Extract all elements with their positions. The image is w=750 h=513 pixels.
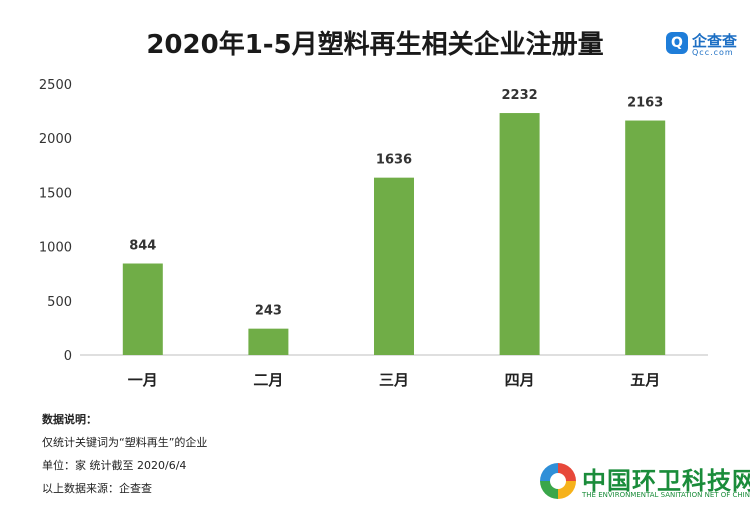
y-tick-label: 1000 — [39, 241, 72, 256]
y-tick-label: 2000 — [39, 132, 72, 147]
brand-domain: Qcc.com — [692, 48, 734, 57]
x-tick-label: 五月 — [630, 371, 660, 389]
y-tick-label: 500 — [47, 295, 72, 310]
brand-name: 企查查 — [692, 32, 738, 50]
x-tick-label: 四月 — [505, 371, 535, 389]
qcc-logo-icon: Q — [666, 32, 688, 54]
notes-heading: 数据说明： — [42, 413, 97, 426]
y-tick-label: 0 — [64, 349, 72, 364]
bar — [248, 328, 289, 355]
bar — [499, 113, 540, 355]
bar — [374, 177, 414, 355]
bar-data-label: 844 — [129, 239, 156, 254]
x-tick-label: 二月 — [253, 371, 283, 389]
site-logo-icon — [540, 463, 576, 499]
bar-data-label: 1636 — [376, 153, 412, 168]
site-logo-subtitle: THE ENVIRONMENTAL SANITATION NET OF CHIN… — [582, 491, 750, 499]
x-tick-label: 一月 — [128, 371, 158, 389]
bar-data-label: 2163 — [627, 96, 663, 111]
qcc-brand-logo: Q 企查查 Qcc.com — [666, 30, 746, 60]
bar-data-label: 2232 — [502, 88, 538, 103]
notes-source: 以上数据来源：企查查 — [42, 482, 152, 495]
data-notes: 数据说明： 仅统计关键词为“塑料再生”的企业 单位：家 统计截至 2020/6/… — [42, 408, 207, 500]
chart-title: 2020年1-5月塑料再生相关企业注册量 — [146, 30, 604, 60]
y-tick-label: 1500 — [39, 186, 72, 201]
x-tick-label: 三月 — [379, 371, 409, 389]
bar — [122, 263, 163, 355]
bar-data-label: 243 — [255, 304, 282, 319]
bar-chart: 0 500 1000 1500 2000 2500 844 一月 243 二月 1636 三月 2232… — [39, 78, 708, 389]
notes-unit-date: 单位：家 统计截至 2020/6/4 — [42, 459, 187, 472]
site-logo: 中国环卫科技网 THE ENVIRONMENTAL SANITATION NET… — [540, 461, 750, 503]
site-logo-name: 中国环卫科技网 — [582, 467, 750, 495]
y-tick-label: 2500 — [39, 78, 72, 93]
bar — [625, 120, 666, 356]
notes-keyword: 仅统计关键词为“塑料再生”的企业 — [42, 436, 208, 449]
